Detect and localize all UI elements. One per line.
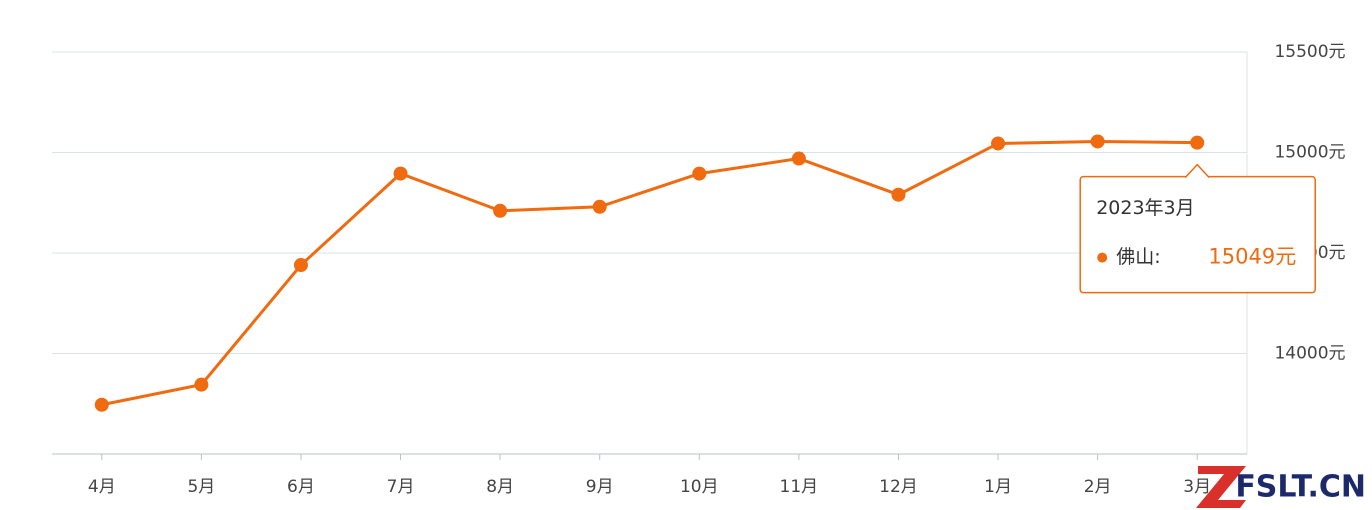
point (891, 187, 906, 202)
tooltip-box (1079, 175, 1316, 294)
x-tick-label: 5月 (187, 477, 215, 497)
point (493, 203, 508, 218)
watermark-logo (1196, 466, 1246, 508)
tooltip-title: 2023年3月 (1096, 197, 1194, 219)
tooltip-series: 佛山: (1116, 246, 1160, 268)
y-tick-label: 14000元 (1274, 344, 1345, 364)
tooltip-pointer (1184, 163, 1210, 179)
point (1090, 134, 1105, 149)
tooltip-value: 15049元 (1208, 245, 1296, 269)
x-tick-label: 2月 (1084, 477, 1112, 497)
point (991, 136, 1006, 151)
point (791, 151, 806, 166)
point (293, 258, 308, 273)
x-tick-label: 7月 (387, 477, 415, 497)
x-tick-label: 9月 (586, 477, 614, 497)
line (101, 139, 1198, 407)
x-tick-label: 3月 (1183, 477, 1211, 497)
x-tick-label: 8月 (486, 477, 514, 497)
y-tick-label: 15000元 (1274, 143, 1345, 163)
point (194, 377, 209, 392)
x-tick-label: 4月 (88, 477, 116, 497)
point (592, 199, 607, 214)
y-tick-label: 15500元 (1274, 42, 1345, 62)
point (393, 166, 408, 181)
watermark: FSLT.CN (1235, 470, 1366, 505)
x-tick-label: 10月 (680, 477, 719, 497)
x-tick-label: 11月 (780, 477, 819, 497)
x-tick-label: 1月 (984, 477, 1012, 497)
point (692, 166, 707, 181)
point (1190, 135, 1205, 150)
x-tick-label: 6月 (287, 477, 315, 497)
x-tick-label: 12月 (879, 477, 918, 497)
point (94, 397, 109, 412)
tooltip-dot (1097, 252, 1108, 263)
